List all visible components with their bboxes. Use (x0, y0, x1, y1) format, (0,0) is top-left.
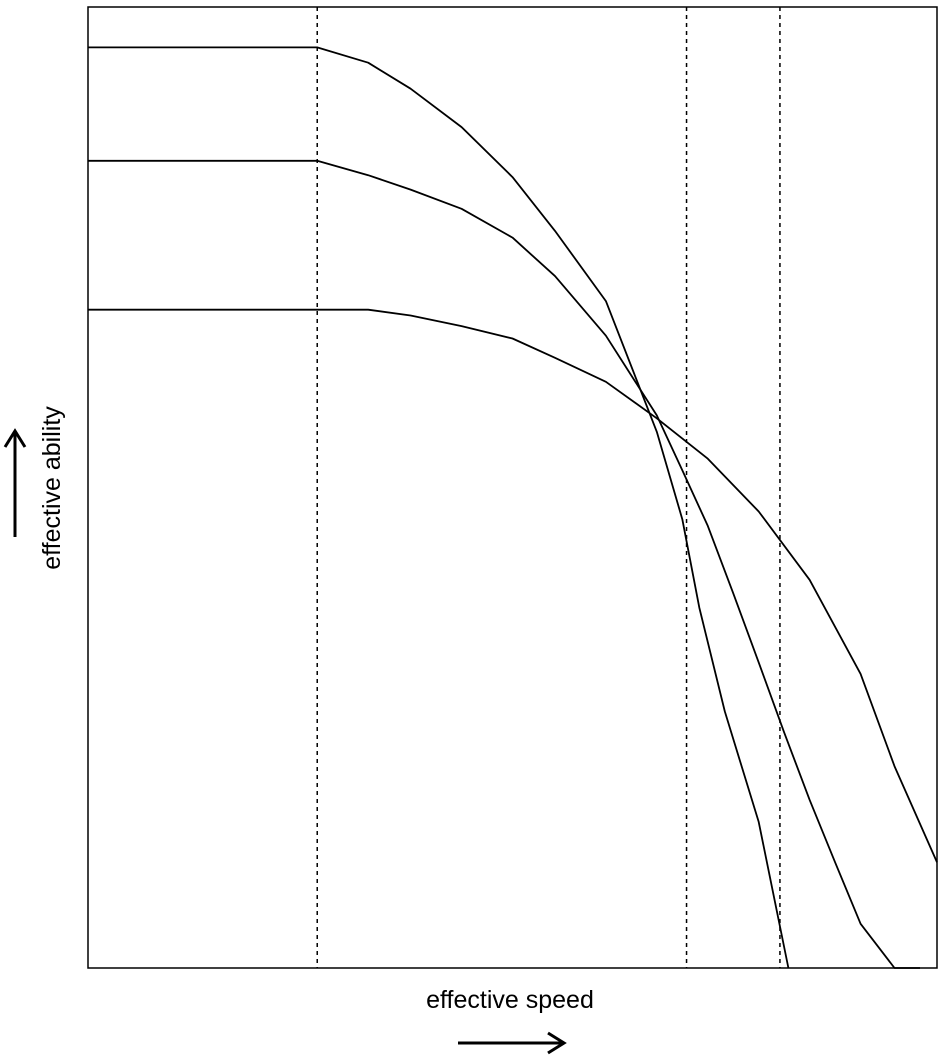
series-line-3 (88, 308, 938, 863)
x-axis-arrow-icon (458, 1031, 567, 1055)
series-lines (88, 46, 938, 969)
reference-lines (316, 7, 781, 968)
y-axis-arrow-icon (3, 428, 27, 537)
y-axis-label: effective ability (38, 406, 66, 570)
series-line-1 (88, 46, 790, 969)
x-axis-label: effective speed (426, 986, 594, 1014)
series-line-2 (88, 159, 920, 969)
plot-frame (87, 6, 938, 969)
